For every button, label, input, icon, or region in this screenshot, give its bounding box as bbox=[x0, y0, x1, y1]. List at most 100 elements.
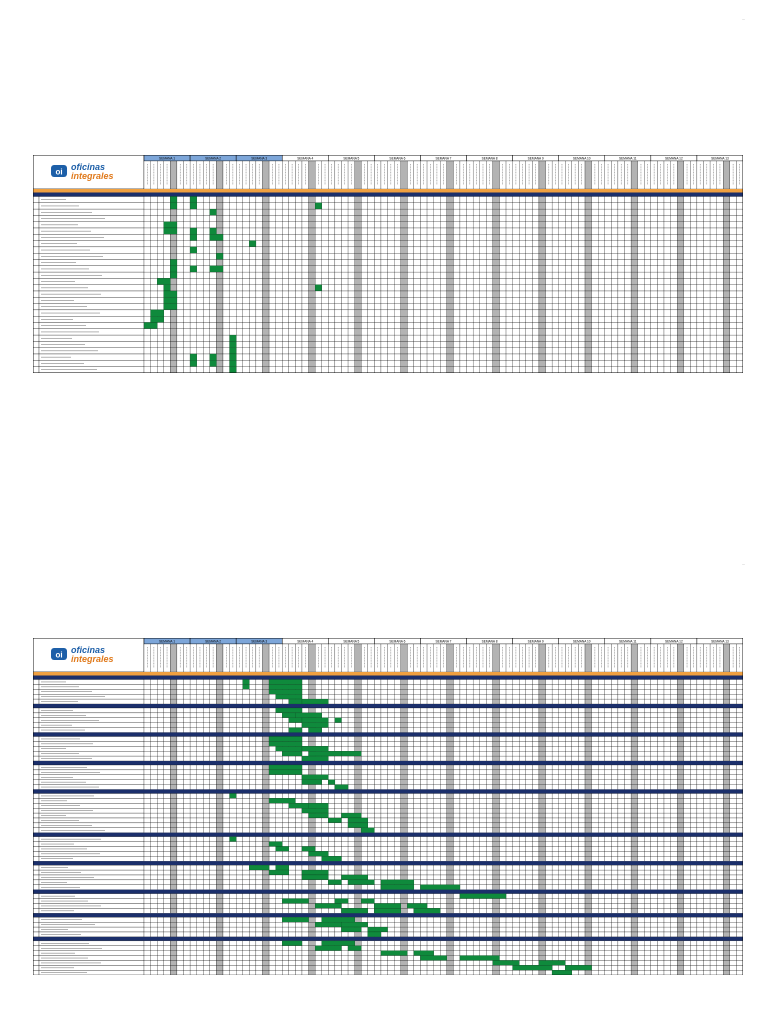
day-cell bbox=[703, 684, 711, 690]
day-cell bbox=[380, 278, 388, 285]
day-cell bbox=[571, 694, 579, 700]
day-cell bbox=[255, 290, 263, 298]
day-cell bbox=[604, 290, 612, 298]
day-cell bbox=[196, 215, 204, 222]
day-cell bbox=[328, 322, 336, 329]
day-cell bbox=[690, 741, 698, 747]
day-cell bbox=[696, 684, 704, 690]
day-cell bbox=[170, 769, 178, 775]
day-cell bbox=[255, 202, 263, 210]
day-cell bbox=[624, 746, 632, 752]
day-cell bbox=[183, 290, 191, 298]
day-cell bbox=[361, 755, 368, 762]
day-cell bbox=[216, 271, 224, 279]
day-cell bbox=[657, 784, 665, 790]
day-cell bbox=[163, 769, 171, 775]
day-cell bbox=[367, 684, 375, 690]
day-cell bbox=[255, 722, 263, 728]
day-cell bbox=[558, 309, 566, 317]
day-cell bbox=[255, 353, 263, 361]
day-cell bbox=[644, 322, 651, 329]
day-header-cell bbox=[380, 643, 388, 673]
day-cell bbox=[657, 221, 665, 229]
day-cell bbox=[334, 755, 342, 762]
day-cell bbox=[598, 347, 605, 355]
day-cell bbox=[512, 297, 520, 304]
task-bar bbox=[229, 366, 237, 373]
day-cell bbox=[380, 727, 388, 733]
day-cell bbox=[433, 290, 441, 298]
day-cell bbox=[598, 316, 605, 323]
day-cell bbox=[255, 246, 263, 254]
day-cell bbox=[486, 322, 493, 329]
day-cell bbox=[236, 684, 243, 690]
day-cell bbox=[387, 764, 395, 771]
day-cell bbox=[512, 741, 520, 747]
day-cell bbox=[321, 328, 329, 336]
day-cell bbox=[525, 240, 533, 248]
week-header-label: SEMANA 2 bbox=[205, 157, 221, 161]
day-cell bbox=[696, 196, 704, 203]
day-header-cell bbox=[157, 643, 164, 673]
day-cell bbox=[163, 736, 171, 742]
day-cell bbox=[512, 265, 520, 273]
day-cell bbox=[170, 684, 178, 690]
day-cell bbox=[617, 259, 625, 266]
day-header-cell bbox=[677, 160, 684, 190]
day-cell bbox=[472, 764, 480, 771]
day-cell bbox=[209, 698, 217, 705]
day-cell bbox=[703, 712, 711, 718]
day-cell bbox=[275, 774, 283, 780]
day-cell bbox=[236, 221, 243, 229]
day-cell bbox=[538, 240, 546, 248]
day-header-cell bbox=[598, 643, 605, 673]
day-cell bbox=[453, 215, 461, 222]
day-cell bbox=[525, 746, 533, 752]
task-number-cell bbox=[33, 290, 40, 298]
day-cell bbox=[176, 215, 184, 222]
day-cell bbox=[189, 698, 197, 705]
day-cell bbox=[183, 303, 191, 311]
day-cell bbox=[295, 360, 303, 367]
day-cell bbox=[512, 309, 520, 317]
day-cell bbox=[479, 736, 487, 742]
day-cell bbox=[709, 360, 717, 367]
task-bar bbox=[341, 751, 362, 757]
day-cell bbox=[532, 196, 540, 203]
day-cell bbox=[459, 240, 467, 248]
day-cell bbox=[571, 341, 579, 348]
day-cell bbox=[420, 736, 428, 742]
section-header-bar bbox=[33, 192, 743, 197]
day-cell bbox=[367, 746, 375, 752]
day-cell bbox=[315, 784, 322, 790]
day-cell bbox=[347, 717, 355, 723]
day-cell bbox=[341, 265, 349, 273]
day-cell bbox=[426, 764, 434, 771]
day-cell bbox=[683, 741, 691, 747]
day-cell bbox=[670, 717, 678, 723]
day-cell bbox=[492, 717, 500, 723]
day-cell bbox=[486, 694, 493, 700]
task-bar bbox=[163, 303, 178, 311]
day-cell bbox=[446, 774, 454, 780]
day-cell bbox=[255, 297, 263, 304]
day-cell bbox=[255, 712, 263, 718]
day-cell bbox=[374, 722, 382, 728]
day-cell bbox=[440, 717, 447, 723]
day-cell bbox=[150, 221, 158, 229]
day-cell bbox=[321, 360, 329, 367]
day-cell bbox=[170, 741, 178, 747]
day-cell bbox=[413, 784, 421, 790]
day-cell bbox=[519, 265, 526, 273]
day-cell bbox=[236, 360, 243, 367]
day-cell bbox=[347, 689, 355, 695]
day-cell bbox=[446, 240, 454, 248]
day-cell bbox=[723, 360, 730, 367]
day-cell bbox=[637, 360, 645, 367]
day-cell bbox=[328, 234, 336, 241]
day-cell bbox=[650, 769, 658, 775]
day-cell bbox=[143, 755, 151, 762]
day-cell bbox=[505, 741, 513, 747]
task-number-cell bbox=[33, 240, 40, 248]
day-cell bbox=[466, 234, 474, 241]
